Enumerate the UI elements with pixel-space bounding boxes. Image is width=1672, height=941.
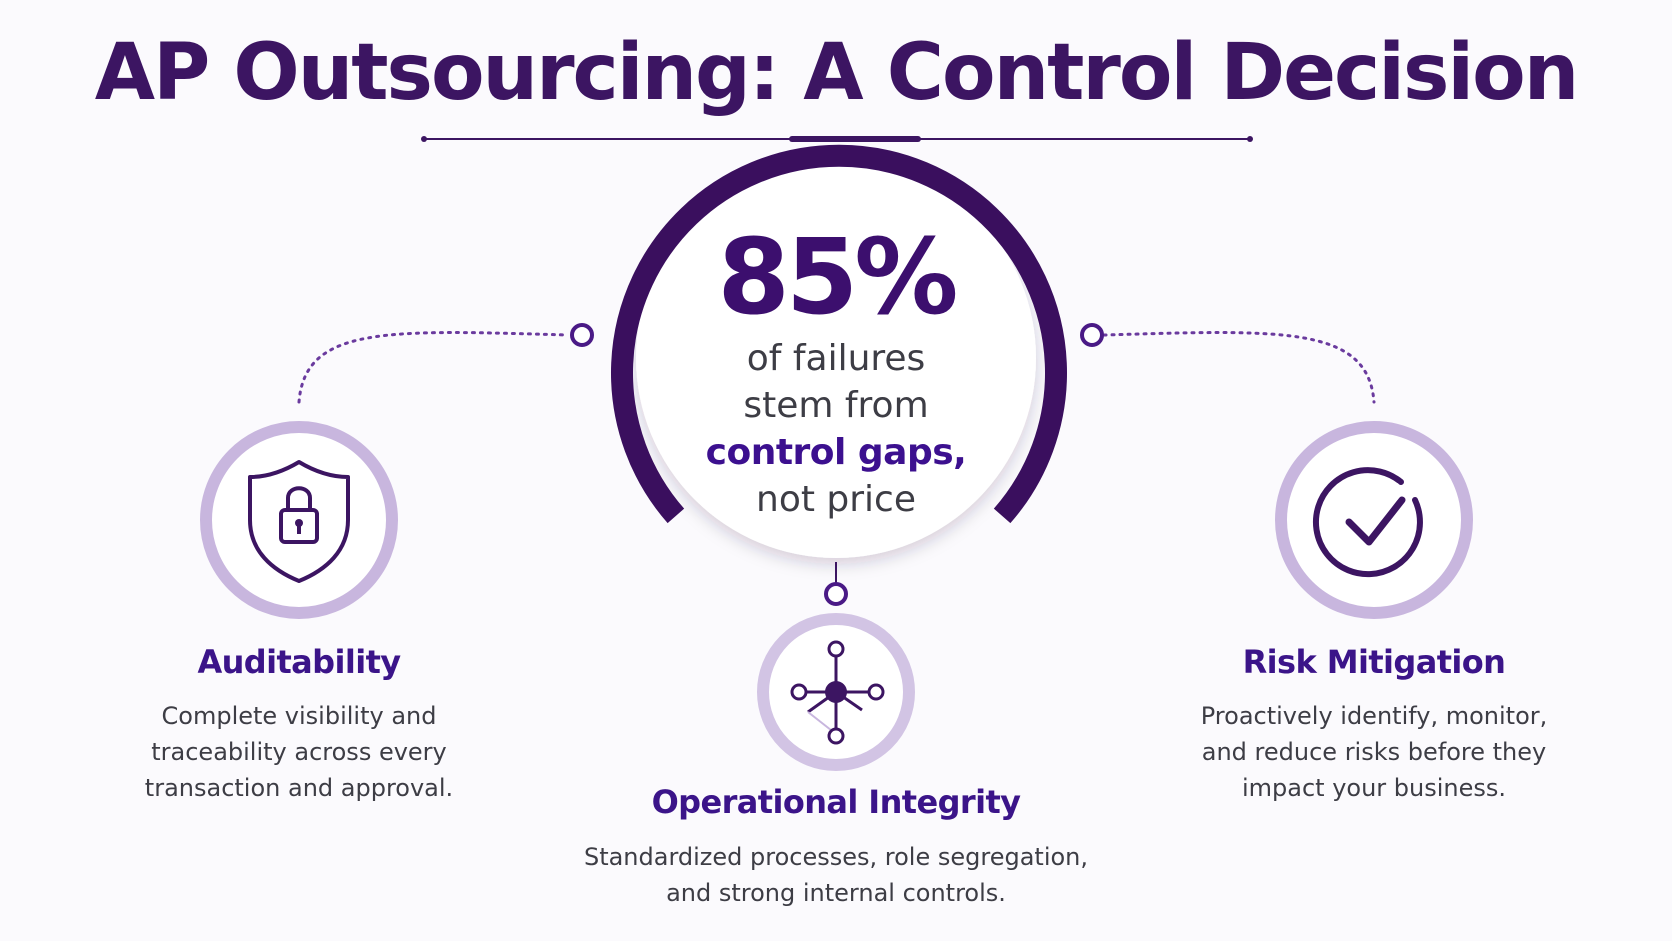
stat-value: 85% <box>717 216 959 338</box>
connector-node-right <box>1080 323 1104 347</box>
connector-right <box>1102 331 1376 404</box>
central-ring-arc <box>611 144 1067 524</box>
description-line: Proactively identify, monitor, <box>1200 702 1548 730</box>
pillar-description-risk-mitigation: Proactively identify, monitor, and reduc… <box>1164 698 1584 806</box>
description-line: Complete visibility and <box>161 702 437 730</box>
central-statistic: 85% of failures stem from control gaps, … <box>636 225 1036 523</box>
pillar-title-operational-integrity: Operational Integrity <box>651 783 1021 821</box>
underline-end-dot <box>1247 136 1253 142</box>
description-line: Standardized processes, role segregation… <box>583 843 1089 871</box>
stat-line: not price <box>756 479 916 520</box>
pillar-description-operational-integrity: Standardized processes, role segregation… <box>556 839 1116 911</box>
connector-left <box>297 331 570 404</box>
page-title: AP Outsourcing: A Control Decision <box>94 28 1580 118</box>
connector-node-bottom <box>824 582 848 606</box>
central-circle <box>636 158 1036 558</box>
description-line: impact your business. <box>1241 774 1507 802</box>
check-circle-icon <box>1275 421 1473 619</box>
pillar-description-auditability: Complete visibility and traceability acr… <box>99 698 499 806</box>
network-node-icon <box>757 613 915 771</box>
underline-end-dot <box>421 136 427 142</box>
stat-line: of failures <box>746 338 926 379</box>
pillar-title-auditability: Auditability <box>197 643 401 681</box>
connector-node-left <box>570 323 594 347</box>
description-line: and strong internal controls. <box>666 879 1006 907</box>
pillar-title-risk-mitigation: Risk Mitigation <box>1242 643 1506 681</box>
description-line: and reduce risks before they <box>1201 738 1547 766</box>
stat-line: stem from <box>743 385 929 426</box>
stat-line-highlight: control gaps, <box>705 432 967 473</box>
description-line: transaction and approval. <box>144 774 454 802</box>
description-line: traceability across every <box>151 738 447 766</box>
shield-lock-icon <box>200 421 398 619</box>
